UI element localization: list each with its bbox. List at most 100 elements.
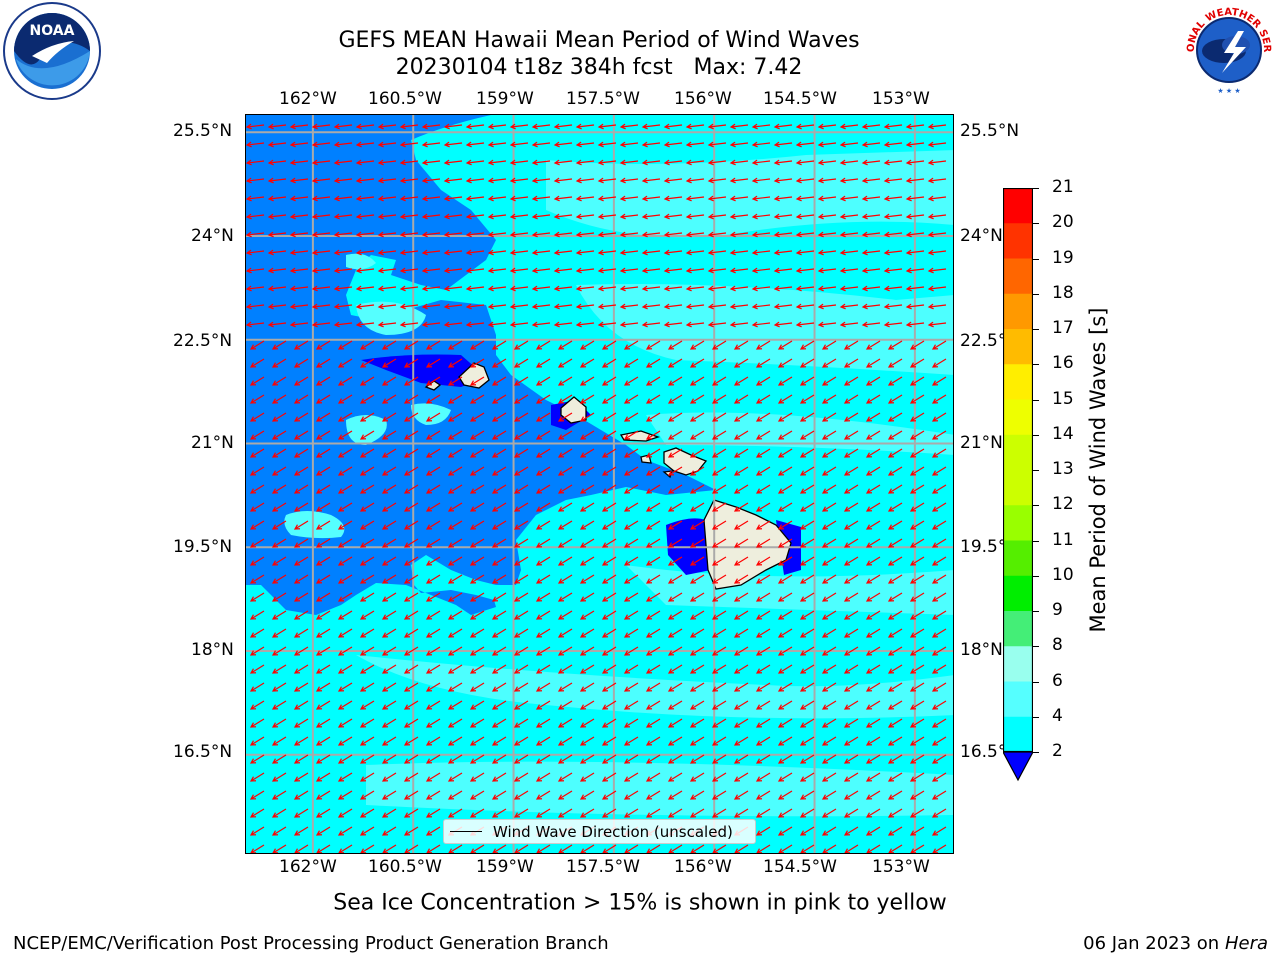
wave-direction-arrow — [927, 141, 947, 148]
wave-direction-arrow — [267, 141, 287, 148]
wave-direction-arrow — [465, 231, 485, 238]
wave-direction-arrow — [641, 159, 661, 166]
wave-direction-arrow — [513, 340, 529, 350]
wave-direction-arrow — [623, 736, 639, 746]
wave-direction-arrow — [579, 538, 595, 548]
wave-direction-arrow — [843, 826, 859, 836]
wave-direction-arrow — [315, 826, 331, 836]
wave-direction-arrow — [557, 628, 573, 638]
wave-direction-arrow — [641, 285, 661, 292]
wave-direction-arrow — [293, 646, 309, 656]
wave-direction-arrow — [425, 412, 441, 422]
wave-direction-arrow — [689, 628, 705, 638]
wave-direction-arrow — [557, 502, 573, 512]
wave-direction-arrow — [601, 718, 617, 728]
wave-direction-arrow — [579, 358, 595, 368]
wave-direction-arrow — [355, 177, 375, 184]
wave-direction-arrow — [663, 177, 683, 184]
wave-direction-arrow — [447, 412, 463, 422]
wave-direction-arrow — [931, 340, 947, 350]
wave-direction-arrow — [315, 700, 331, 710]
wave-direction-arrow — [821, 466, 837, 476]
wave-direction-arrow — [623, 628, 639, 638]
wave-direction-arrow — [861, 123, 881, 130]
wave-direction-arrow — [246, 303, 265, 310]
wave-direction-arrow — [403, 430, 419, 440]
wave-direction-arrow — [513, 700, 529, 710]
wave-direction-arrow — [905, 213, 925, 220]
wave-direction-arrow — [817, 285, 837, 292]
wave-direction-arrow — [887, 700, 903, 710]
wave-direction-arrow — [359, 574, 375, 584]
wave-direction-arrow — [795, 141, 815, 148]
wave-direction-arrow — [729, 213, 749, 220]
wave-direction-arrow — [817, 249, 837, 256]
wave-direction-arrow — [733, 754, 749, 764]
wave-direction-arrow — [623, 502, 639, 512]
wave-direction-arrow — [359, 664, 375, 674]
wave-direction-arrow — [663, 303, 683, 310]
wave-direction-arrow — [601, 484, 617, 494]
wave-direction-arrow — [927, 267, 947, 274]
wave-direction-arrow — [425, 682, 441, 692]
wave-direction-arrow — [249, 430, 265, 440]
wave-direction-arrow — [733, 430, 749, 440]
wave-direction-arrow — [289, 303, 309, 310]
wave-direction-arrow — [246, 177, 265, 184]
wave-direction-arrow — [249, 466, 265, 476]
wave-direction-arrow — [249, 520, 265, 530]
lat-tick-left: 24°N — [191, 226, 234, 246]
wave-direction-arrow — [645, 412, 661, 422]
map-panel — [245, 114, 954, 854]
wave-direction-arrow — [755, 358, 771, 368]
wave-direction-arrow — [755, 556, 771, 566]
wave-direction-arrow — [777, 646, 793, 656]
wave-direction-arrow — [447, 718, 463, 728]
wave-direction-arrow — [403, 610, 419, 620]
wave-direction-arrow — [535, 502, 551, 512]
wave-direction-arrow — [931, 592, 947, 602]
wave-direction-arrow — [249, 628, 265, 638]
wave-direction-arrow — [575, 285, 595, 292]
wave-direction-arrow — [883, 123, 903, 130]
footer-machine: Hera — [1224, 933, 1268, 954]
wave-direction-arrow — [315, 340, 331, 350]
wave-direction-arrow — [685, 141, 705, 148]
wave-direction-arrow — [465, 213, 485, 220]
wave-direction-arrow — [359, 808, 375, 818]
wave-direction-arrow — [645, 484, 661, 494]
wave-direction-arrow — [535, 808, 551, 818]
wave-direction-arrow — [315, 412, 331, 422]
wave-direction-arrow — [751, 195, 771, 202]
wave-direction-arrow — [359, 340, 375, 350]
wave-direction-arrow — [795, 123, 815, 130]
wave-direction-arrow — [905, 123, 925, 130]
wave-direction-arrow — [843, 628, 859, 638]
lon-tick-top: 162°W — [279, 89, 337, 109]
wave-direction-arrow — [465, 321, 485, 328]
wave-direction-arrow — [293, 790, 309, 800]
colorbar-band — [1003, 505, 1033, 541]
wave-direction-arrow — [601, 358, 617, 368]
wave-direction-arrow — [249, 682, 265, 692]
wave-direction-arrow — [645, 340, 661, 350]
wave-direction-arrow — [887, 790, 903, 800]
wave-direction-arrow — [755, 502, 771, 512]
wave-direction-arrow — [579, 736, 595, 746]
wave-direction-arrow — [887, 538, 903, 548]
wave-direction-arrow — [293, 628, 309, 638]
wave-direction-arrow — [469, 538, 485, 548]
wave-direction-arrow — [359, 826, 375, 836]
wave-direction-arrow — [249, 358, 265, 368]
wave-direction-arrow — [887, 466, 903, 476]
wave-direction-arrow — [733, 664, 749, 674]
wave-direction-arrow — [531, 285, 551, 292]
wave-direction-arrow — [425, 340, 441, 350]
wave-direction-arrow — [689, 736, 705, 746]
wave-direction-arrow — [557, 556, 573, 566]
wave-direction-arrow — [755, 412, 771, 422]
wave-direction-arrow — [271, 394, 287, 404]
wave-direction-arrow — [619, 159, 639, 166]
wave-direction-arrow — [333, 213, 353, 220]
wave-direction-arrow — [624, 844, 639, 853]
